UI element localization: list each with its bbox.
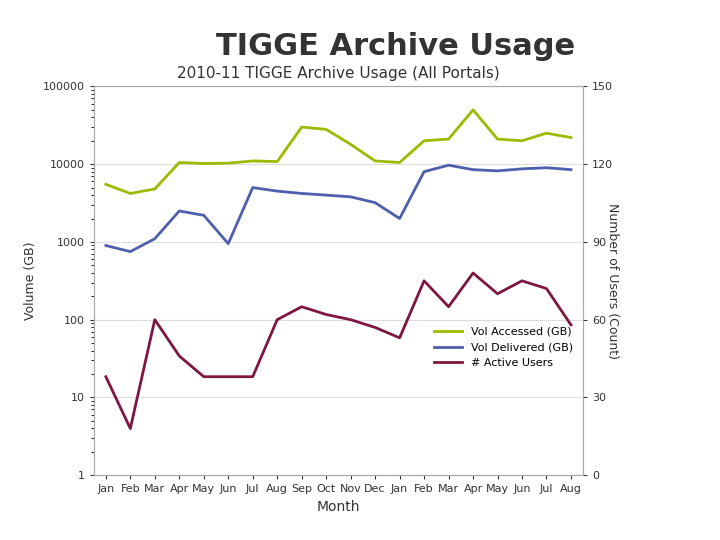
# Active Users bbox=[542, 285, 551, 292]
Vol Accessed (GB) bbox=[224, 160, 233, 166]
# Active Users bbox=[297, 303, 306, 310]
# Active Users bbox=[199, 374, 208, 380]
X-axis label: Month: Month bbox=[317, 500, 360, 514]
Vol Delivered (GB) bbox=[224, 240, 233, 247]
# Active Users bbox=[469, 270, 477, 276]
Vol Delivered (GB) bbox=[175, 208, 184, 214]
Vol Delivered (GB) bbox=[126, 248, 135, 255]
Vol Accessed (GB) bbox=[493, 136, 502, 143]
# Active Users bbox=[493, 291, 502, 297]
# Active Users bbox=[444, 303, 453, 310]
Vol Delivered (GB) bbox=[273, 188, 282, 194]
Vol Delivered (GB) bbox=[420, 168, 428, 175]
# Active Users bbox=[248, 374, 257, 380]
# Active Users bbox=[175, 353, 184, 359]
# Active Users bbox=[126, 426, 135, 432]
Y-axis label: Number of Users (Count): Number of Users (Count) bbox=[606, 203, 619, 359]
Vol Delivered (GB) bbox=[444, 162, 453, 168]
Vol Accessed (GB) bbox=[518, 138, 526, 144]
Vol Accessed (GB) bbox=[248, 158, 257, 164]
Vol Delivered (GB) bbox=[518, 166, 526, 172]
Line: Vol Accessed (GB): Vol Accessed (GB) bbox=[106, 110, 571, 193]
Vol Accessed (GB) bbox=[444, 136, 453, 143]
Vol Delivered (GB) bbox=[346, 194, 355, 200]
Y-axis label: Volume (GB): Volume (GB) bbox=[24, 241, 37, 320]
Vol Delivered (GB) bbox=[248, 184, 257, 191]
Vol Accessed (GB) bbox=[371, 158, 379, 164]
Title: 2010-11 TIGGE Archive Usage (All Portals): 2010-11 TIGGE Archive Usage (All Portals… bbox=[177, 66, 500, 81]
# Active Users bbox=[273, 316, 282, 323]
# Active Users bbox=[150, 316, 159, 323]
# Active Users bbox=[102, 374, 110, 380]
Text: TIGGE Archive Usage: TIGGE Archive Usage bbox=[217, 32, 575, 62]
Legend: Vol Accessed (GB), Vol Delivered (GB), # Active Users: Vol Accessed (GB), Vol Delivered (GB), #… bbox=[430, 322, 577, 373]
Vol Delivered (GB) bbox=[542, 165, 551, 171]
# Active Users bbox=[518, 278, 526, 284]
Vol Delivered (GB) bbox=[150, 235, 159, 242]
Vol Accessed (GB) bbox=[420, 138, 428, 144]
# Active Users bbox=[224, 374, 233, 380]
# Active Users bbox=[395, 335, 404, 341]
Vol Delivered (GB) bbox=[567, 166, 575, 173]
Vol Delivered (GB) bbox=[395, 215, 404, 222]
Vol Accessed (GB) bbox=[322, 126, 330, 133]
Vol Delivered (GB) bbox=[297, 190, 306, 197]
Vol Delivered (GB) bbox=[469, 166, 477, 173]
Vol Delivered (GB) bbox=[493, 167, 502, 174]
# Active Users bbox=[420, 278, 428, 284]
Vol Accessed (GB) bbox=[175, 159, 184, 166]
# Active Users bbox=[322, 311, 330, 318]
Vol Delivered (GB) bbox=[102, 242, 110, 249]
Vol Accessed (GB) bbox=[150, 186, 159, 192]
Vol Accessed (GB) bbox=[346, 141, 355, 147]
Vol Accessed (GB) bbox=[469, 106, 477, 113]
Vol Delivered (GB) bbox=[322, 192, 330, 198]
Vol Accessed (GB) bbox=[297, 124, 306, 130]
# Active Users bbox=[567, 322, 575, 328]
# Active Users bbox=[371, 324, 379, 330]
Line: Vol Delivered (GB): Vol Delivered (GB) bbox=[106, 165, 571, 252]
Vol Accessed (GB) bbox=[102, 181, 110, 187]
Vol Accessed (GB) bbox=[126, 190, 135, 197]
Vol Delivered (GB) bbox=[199, 212, 208, 219]
Line: # Active Users: # Active Users bbox=[106, 273, 571, 429]
# Active Users bbox=[346, 316, 355, 323]
Vol Accessed (GB) bbox=[567, 134, 575, 141]
Vol Accessed (GB) bbox=[199, 160, 208, 167]
Vol Accessed (GB) bbox=[273, 158, 282, 165]
Vol Accessed (GB) bbox=[542, 130, 551, 137]
Vol Delivered (GB) bbox=[371, 199, 379, 206]
Vol Accessed (GB) bbox=[395, 159, 404, 166]
